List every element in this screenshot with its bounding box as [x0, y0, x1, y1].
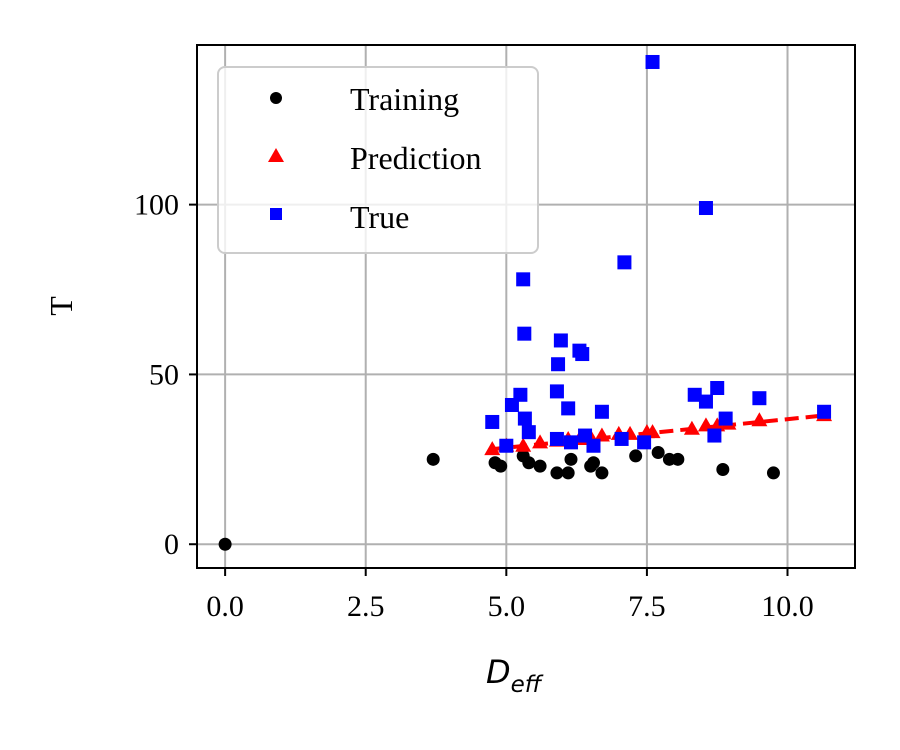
- legend-item-training: Training: [270, 81, 459, 117]
- x-axis-label-main: D: [486, 653, 511, 691]
- prediction-point: [683, 420, 700, 435]
- training-point: [595, 466, 609, 480]
- y-tick-label: 100: [134, 189, 179, 222]
- training-point: [522, 456, 536, 470]
- true-point: [710, 381, 725, 396]
- prediction-point: [751, 412, 768, 427]
- true-point: [521, 425, 536, 440]
- legend-item-true: True: [270, 199, 409, 235]
- legend-label-prediction: Prediction: [350, 140, 482, 176]
- training-point: [671, 452, 685, 466]
- x-tick-label: 7.5: [628, 590, 666, 623]
- legend-box: [217, 66, 539, 254]
- true-point: [645, 54, 660, 69]
- axis-ticks: 0.0 2.5 5.0 7.5 10.0 0 50 100: [134, 189, 814, 623]
- true-point: [614, 431, 629, 446]
- legend-label-training: Training: [350, 81, 459, 117]
- true-point: [817, 404, 832, 419]
- true-point: [707, 428, 722, 443]
- data-points: [218, 54, 833, 551]
- prediction-point: [644, 424, 661, 439]
- true-point: [561, 401, 576, 416]
- training-point: [716, 463, 730, 477]
- prediction-point: [515, 437, 532, 452]
- legend-marker-training: [270, 92, 282, 104]
- legend-item-prediction: Prediction: [268, 140, 482, 176]
- true-point: [718, 411, 733, 426]
- prediction-point: [697, 417, 714, 432]
- true-point: [563, 435, 578, 450]
- prediction-point: [484, 441, 501, 456]
- training-point: [629, 449, 643, 463]
- legend-label-true: True: [350, 199, 409, 235]
- true-point: [586, 438, 601, 453]
- trend-line-layer: [492, 413, 828, 452]
- training-point: [426, 452, 440, 466]
- true-point: [516, 272, 531, 287]
- x-axis-label-subscript: eff: [511, 672, 544, 698]
- prediction-point: [709, 417, 726, 432]
- true-point: [485, 414, 500, 429]
- x-tick-label: 5.0: [488, 590, 526, 623]
- true-point: [517, 411, 532, 426]
- true-point: [517, 326, 532, 341]
- legend: Training Prediction True: [217, 66, 539, 254]
- true-point: [499, 438, 514, 453]
- true-point: [551, 357, 566, 372]
- y-axis-label: T: [43, 296, 79, 316]
- training-point: [550, 466, 564, 480]
- training-point: [218, 537, 232, 551]
- true-point: [549, 384, 564, 399]
- training-point: [561, 466, 575, 480]
- true-point: [617, 255, 632, 270]
- training-point: [564, 452, 578, 466]
- legend-marker-true: [270, 208, 282, 220]
- true-point: [637, 435, 652, 450]
- true-point: [594, 404, 609, 419]
- training-point: [494, 459, 508, 473]
- true-point: [698, 201, 713, 216]
- x-tick-label: 10.0: [761, 590, 814, 623]
- training-point: [533, 459, 547, 473]
- true-point: [575, 347, 590, 362]
- y-tick-label: 0: [164, 528, 179, 561]
- legend-marker-prediction: [268, 148, 284, 162]
- x-tick-label: 2.5: [347, 590, 385, 623]
- true-point: [698, 394, 713, 409]
- plot-area-frame: [196, 44, 856, 569]
- prediction-trend-line: [492, 413, 828, 452]
- true-point: [553, 333, 568, 348]
- true-point: [549, 431, 564, 446]
- true-point: [687, 387, 702, 402]
- true-point: [513, 387, 528, 402]
- y-tick-label: 50: [149, 358, 179, 391]
- prediction-point: [532, 434, 549, 449]
- training-point: [766, 466, 780, 480]
- x-axis-label: Deff: [486, 653, 544, 698]
- training-point: [586, 456, 600, 470]
- true-point: [752, 391, 767, 406]
- training-point: [651, 446, 665, 460]
- x-tick-label: 0.0: [206, 590, 244, 623]
- prediction-point: [593, 427, 610, 442]
